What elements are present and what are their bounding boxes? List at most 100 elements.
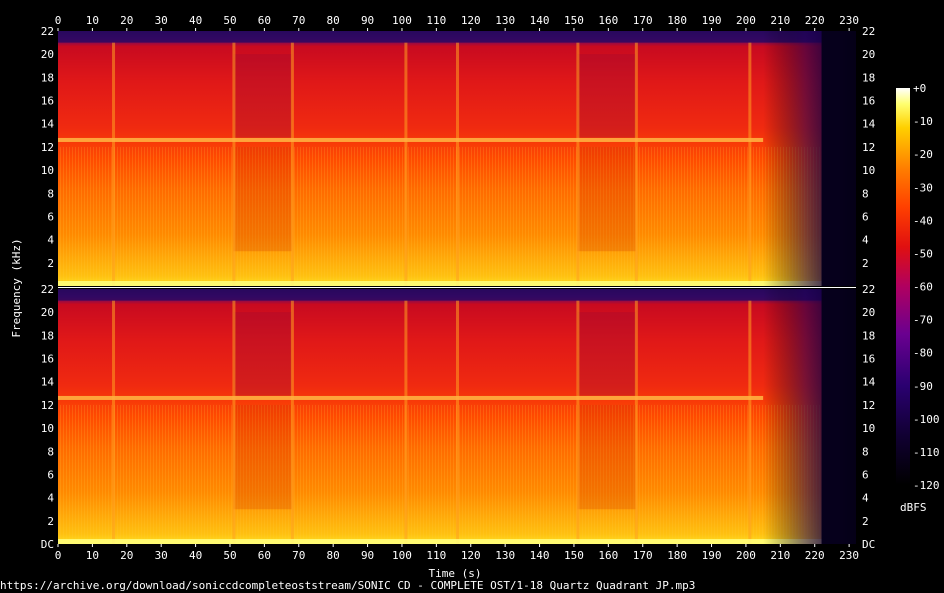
section-break	[576, 300, 580, 544]
quiet-section	[233, 54, 292, 138]
colorbar-tick-label: +0	[913, 82, 926, 95]
x-tick-label-bottom: 170	[633, 549, 653, 562]
y-tick-label-left: 20	[41, 306, 54, 319]
x-tick-label-top: 30	[155, 14, 168, 27]
x-tick-label-bottom: 10	[86, 549, 99, 562]
channel-2-spectrogram	[58, 289, 856, 544]
colorbar-tick-label: -100	[913, 413, 940, 426]
section-break	[576, 42, 580, 286]
spectral-texture	[58, 146, 822, 286]
bright-band	[58, 395, 764, 400]
x-tick-label-top: 140	[530, 14, 550, 27]
x-tick-label-top: 90	[361, 14, 374, 27]
x-tick-label-top: 150	[564, 14, 584, 27]
colorbar-tick-label: -60	[913, 281, 933, 294]
colorbar: +0 -10 -20 -30 -40 -50 -60 -70 -80 -90 -100 -110 -12…	[896, 82, 940, 492]
colorbar-tick-label: -120	[913, 479, 940, 492]
y-tick-label-left: DC	[41, 538, 54, 551]
colorbar-tick-label: -50	[913, 247, 933, 260]
y-tick-label-left: 2	[47, 515, 54, 528]
y-tick-label-right: 4	[862, 234, 869, 247]
y-tick-label-right: 16	[862, 353, 875, 366]
bright-band	[58, 137, 764, 142]
x-tick-label-bottom: 230	[839, 549, 859, 562]
x-tick-label-top: 130	[495, 14, 515, 27]
x-tick-label-top: 230	[839, 14, 859, 27]
y-tick-label-left: 6	[47, 210, 54, 223]
y-tick-label-right: 12	[862, 399, 875, 412]
x-tick-label-top: 100	[392, 14, 412, 27]
x-tick-label-bottom: 200	[736, 549, 756, 562]
x-tick-label-top: 190	[702, 14, 722, 27]
channel-1-spectrogram	[58, 31, 856, 286]
colorbar-tick-label: -20	[913, 148, 933, 161]
y-tick-label-left: 10	[41, 422, 54, 435]
y-tick-label-right: 6	[862, 468, 869, 481]
x-tick-label-bottom: 50	[223, 549, 236, 562]
y-tick-label-left: 14	[41, 118, 55, 131]
x-tick-label-top: 20	[120, 14, 133, 27]
y-tick-label-left: 4	[47, 492, 54, 505]
section-break	[456, 300, 459, 544]
quiet-section-low	[233, 404, 292, 510]
x-tick-label-top: 180	[667, 14, 687, 27]
x-tick-label-top: 210	[770, 14, 790, 27]
y-tick-label-right: 14	[862, 376, 876, 389]
x-tick-label-bottom: 80	[327, 549, 340, 562]
x-tick-label-top: 170	[633, 14, 653, 27]
y-tick-label-right: 10	[862, 422, 875, 435]
y-tick-label-right: 2	[862, 515, 869, 528]
section-break	[634, 300, 638, 544]
colorbar-tick-label: -70	[913, 314, 933, 327]
section-break	[232, 300, 236, 544]
x-tick-label-bottom: 90	[361, 549, 374, 562]
x-tick-label-top: 0	[55, 14, 62, 27]
quiet-section-low	[233, 146, 292, 252]
x-tick-label-bottom: 0	[55, 549, 62, 562]
x-tick-label-top: 200	[736, 14, 756, 27]
x-tick-label-bottom: 40	[189, 549, 202, 562]
x-tick-label-bottom: 160	[598, 549, 618, 562]
x-tick-label-top: 120	[461, 14, 481, 27]
x-tick-label-top: 110	[426, 14, 446, 27]
x-tick-label-top: 10	[86, 14, 99, 27]
x-tick-label-bottom: 110	[426, 549, 446, 562]
section-break	[456, 42, 459, 286]
y-tick-label-right: 10	[862, 164, 875, 177]
section-break	[232, 42, 236, 286]
y-tick-label-right: 6	[862, 210, 869, 223]
x-tick-label-top: 60	[258, 14, 271, 27]
x-tick-label-bottom: 220	[805, 549, 825, 562]
colorbar-tick-label: -90	[913, 380, 933, 393]
y-tick-label-left: 2	[47, 257, 54, 270]
section-break	[404, 42, 408, 286]
y-tick-label-right: 22	[862, 25, 875, 38]
lowpass-cutoff	[58, 31, 822, 43]
colorbar-tick-label: -80	[913, 347, 933, 360]
quiet-section	[577, 312, 636, 396]
y-tick-label-left: 16	[41, 353, 54, 366]
y-tick-label-right: 8	[862, 445, 869, 458]
quiet-section	[577, 54, 636, 138]
section-break	[290, 300, 294, 544]
colorbar-tick-label: -40	[913, 214, 933, 227]
x-tick-label-bottom: 30	[155, 549, 168, 562]
y-tick-label-right: 8	[862, 187, 869, 200]
colorbar-tick-label: -10	[913, 115, 933, 128]
colorbar-gradient	[896, 88, 910, 485]
silence	[821, 31, 856, 286]
x-tick-label-top: 160	[598, 14, 618, 27]
x-tick-label-top: 80	[327, 14, 340, 27]
section-break	[748, 300, 752, 544]
y-tick-label-left: 14	[41, 376, 55, 389]
y-tick-label-right: 2	[862, 257, 869, 270]
x-tick-label-bottom: 100	[392, 549, 412, 562]
x-tick-label-top: 220	[805, 14, 825, 27]
x-tick-label-top: 40	[189, 14, 202, 27]
quiet-section-low	[577, 404, 636, 510]
y-tick-label-right: 12	[862, 141, 875, 154]
lowpass-cutoff	[58, 289, 822, 301]
y-tick-label-right: 22	[862, 283, 875, 296]
x-tick-label-bottom: 140	[530, 549, 550, 562]
